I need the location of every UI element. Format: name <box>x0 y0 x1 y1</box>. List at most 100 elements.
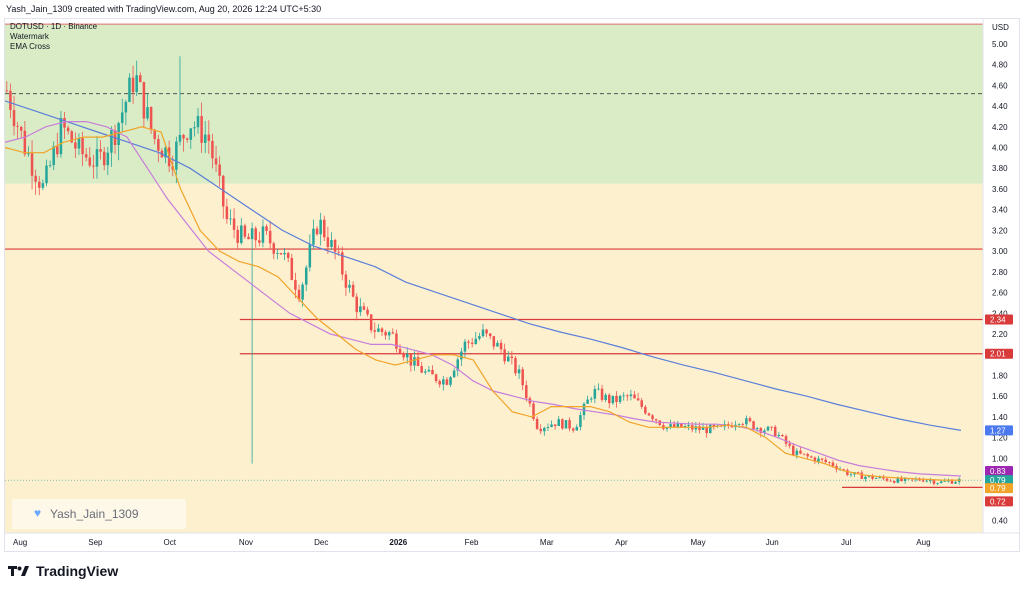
candle-body <box>413 357 416 366</box>
candle-body <box>442 379 445 385</box>
candle-body <box>175 141 178 170</box>
candle-body <box>589 398 593 400</box>
candle-body <box>333 240 337 252</box>
candle-body <box>741 424 745 425</box>
candle-body <box>409 353 413 366</box>
candle-body <box>882 476 885 479</box>
candle-body <box>600 388 604 400</box>
candle-body <box>420 366 423 373</box>
candle-body <box>142 82 146 119</box>
candle-body <box>629 394 633 397</box>
candle-body <box>326 237 330 247</box>
candle-body <box>820 458 824 460</box>
candle-body <box>824 459 827 463</box>
candle-body <box>936 483 939 484</box>
candle-body <box>496 342 499 347</box>
legend-symbol[interactable]: DOTUSD · 1D · Binance <box>10 22 98 31</box>
candle-body <box>806 454 809 457</box>
candle-body <box>709 424 712 434</box>
candle-body <box>427 369 431 372</box>
price-label-box <box>985 314 1013 325</box>
candle-body <box>636 398 640 401</box>
candle-body <box>258 240 261 243</box>
price-label-value: 2.01 <box>990 350 1006 359</box>
candle-body <box>874 478 878 479</box>
candle-body <box>481 329 485 337</box>
candle-body <box>485 329 488 334</box>
candle-body <box>377 328 380 332</box>
candle-body <box>669 424 672 428</box>
candle-body <box>672 424 676 428</box>
candle-body <box>232 218 236 230</box>
candle-body <box>402 353 405 358</box>
candle-body <box>626 395 629 397</box>
candle-body <box>867 475 871 477</box>
legend-watermark[interactable]: Watermark <box>10 32 49 41</box>
tradingview-brand[interactable]: TradingView <box>8 563 118 579</box>
ema-fast-line <box>5 126 961 481</box>
candle-body <box>283 252 286 255</box>
candle-body <box>5 90 9 92</box>
candle-body <box>59 117 63 155</box>
y-tick-label: 2.60 <box>992 289 1008 298</box>
candle-body <box>92 165 95 167</box>
y-tick-label: 2.40 <box>992 309 1008 318</box>
candle-body <box>604 394 607 400</box>
zone-green <box>5 24 983 184</box>
candle-body <box>864 476 867 479</box>
candle-body <box>366 309 369 315</box>
candle-body <box>535 418 539 429</box>
candle-body <box>369 314 373 331</box>
y-tick-label: 1.20 <box>992 434 1008 443</box>
candle-body <box>488 333 492 337</box>
candle-body <box>74 142 77 149</box>
candle-body <box>254 228 257 241</box>
chart-frame <box>4 18 1020 552</box>
x-tick-label: Sep <box>88 538 103 547</box>
y-tick-label: 2.20 <box>992 330 1008 339</box>
candle-body <box>344 274 348 288</box>
candle-body <box>460 351 463 360</box>
candle-body <box>193 127 196 129</box>
candle-body <box>680 423 683 428</box>
candle-body <box>831 462 835 467</box>
candle-body <box>939 481 943 484</box>
ema-mid-line <box>5 120 962 477</box>
candle-body <box>387 332 391 336</box>
candle-body <box>737 424 741 425</box>
y-tick-label: 4.00 <box>992 144 1008 153</box>
candle-body <box>117 123 120 145</box>
x-tick-label: Feb <box>465 538 479 547</box>
candle-body <box>391 332 395 334</box>
candle-body <box>525 385 528 399</box>
candle-body <box>102 151 106 166</box>
candle-body <box>30 153 34 176</box>
candle-body <box>878 476 882 479</box>
legend-ema-cross[interactable]: EMA Cross <box>10 42 51 51</box>
candle-body <box>189 128 193 140</box>
candle-body <box>856 472 860 473</box>
candle-body <box>947 480 950 482</box>
candle-body <box>323 219 326 238</box>
candle-body <box>885 478 889 481</box>
candle-body <box>164 147 167 158</box>
tradingview-logo-icon <box>8 566 29 576</box>
candle-body <box>618 395 622 403</box>
watermark-text: Yash_Jain_1309 <box>50 507 139 521</box>
candle-body <box>128 77 131 102</box>
candle-body <box>687 425 690 427</box>
candle-body <box>341 252 344 275</box>
candle-body <box>250 228 254 240</box>
candle-body <box>149 107 153 130</box>
candle-body <box>568 420 571 429</box>
candle-body <box>34 175 37 182</box>
candle-body <box>795 450 799 456</box>
candle-body <box>503 349 506 362</box>
candle-body <box>52 146 55 166</box>
candle-body <box>781 434 784 437</box>
candle-body <box>813 457 817 462</box>
candle-body <box>48 165 52 166</box>
candle-body <box>705 427 708 434</box>
candle-body <box>582 403 586 416</box>
price-chart[interactable]: USD0.400.600.801.001.201.401.601.802.002… <box>5 19 1019 551</box>
